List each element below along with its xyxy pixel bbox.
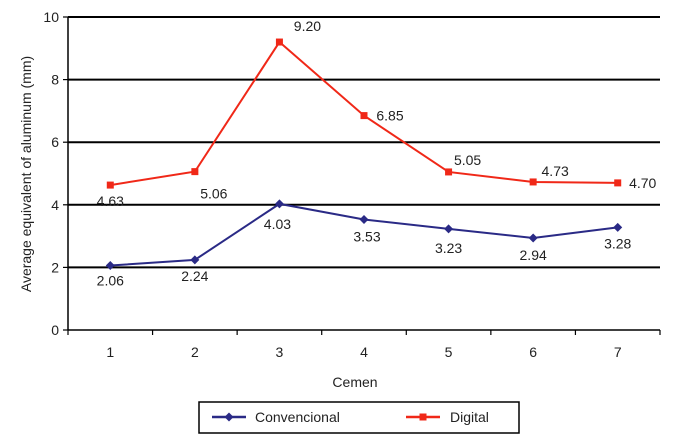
data-label: 6.85 bbox=[376, 108, 403, 124]
data-point-square bbox=[419, 413, 427, 421]
series-layer bbox=[105, 38, 623, 271]
legend-label: Digital bbox=[450, 409, 489, 425]
y-tick-label: 6 bbox=[51, 134, 59, 150]
data-point-diamond bbox=[105, 261, 115, 271]
data-point-diamond bbox=[190, 255, 200, 265]
x-axis-title: Cemen bbox=[332, 374, 377, 390]
legend-items: Convencional Digital bbox=[212, 409, 489, 425]
data-label: 2.24 bbox=[181, 268, 208, 284]
data-point-diamond bbox=[444, 224, 454, 234]
data-label: 3.28 bbox=[604, 235, 631, 251]
y-tick-label: 4 bbox=[51, 197, 59, 213]
data-point-square bbox=[360, 112, 368, 120]
data-label: 2.06 bbox=[97, 273, 124, 289]
data-point-square bbox=[445, 168, 453, 176]
data-label: 3.23 bbox=[435, 240, 462, 256]
label-layer: 2.06 2.24 4.03 3.53 3.23 2.94 3.28 4.63 5.06 9.20… bbox=[97, 18, 657, 288]
data-label: 3.53 bbox=[353, 229, 380, 245]
data-label: 4.63 bbox=[97, 193, 124, 209]
legend-label: Convencional bbox=[255, 409, 340, 425]
data-label: 4.73 bbox=[542, 163, 569, 179]
data-point-diamond bbox=[528, 233, 538, 243]
data-label: 2.94 bbox=[520, 247, 547, 263]
y-tick-label: 2 bbox=[51, 259, 59, 275]
data-point-diamond bbox=[274, 199, 284, 209]
data-point-square bbox=[275, 38, 283, 46]
data-label: 4.70 bbox=[629, 175, 656, 191]
data-point-diamond bbox=[613, 222, 623, 232]
data-point-diamond bbox=[359, 215, 369, 225]
data-point-square bbox=[529, 178, 537, 186]
x-tick-label: 1 bbox=[106, 344, 114, 360]
legend-box bbox=[198, 401, 520, 434]
data-label: 9.20 bbox=[294, 18, 321, 34]
grid-layer bbox=[68, 16, 660, 269]
data-point-square bbox=[191, 168, 199, 176]
y-tick-label: 8 bbox=[51, 72, 59, 88]
data-label: 4.03 bbox=[264, 216, 291, 232]
x-tick-label: 7 bbox=[614, 344, 622, 360]
y-tick-label: 0 bbox=[51, 322, 59, 338]
legend: Convencional Digital bbox=[198, 401, 520, 434]
data-label: 5.05 bbox=[454, 152, 481, 168]
x-tick-label: 5 bbox=[445, 344, 453, 360]
y-axis-title: Average equivalent of aluminum (mm) bbox=[18, 56, 34, 292]
x-tick-label: 4 bbox=[360, 344, 368, 360]
data-point-square bbox=[106, 181, 114, 189]
data-label: 5.06 bbox=[200, 186, 227, 202]
data-point-diamond bbox=[224, 412, 234, 422]
x-tick-label: 2 bbox=[191, 344, 199, 360]
x-tick-label: 3 bbox=[276, 344, 284, 360]
y-tick-label: 10 bbox=[43, 9, 59, 25]
data-point-square bbox=[614, 179, 622, 187]
x-tick-label: 6 bbox=[529, 344, 537, 360]
